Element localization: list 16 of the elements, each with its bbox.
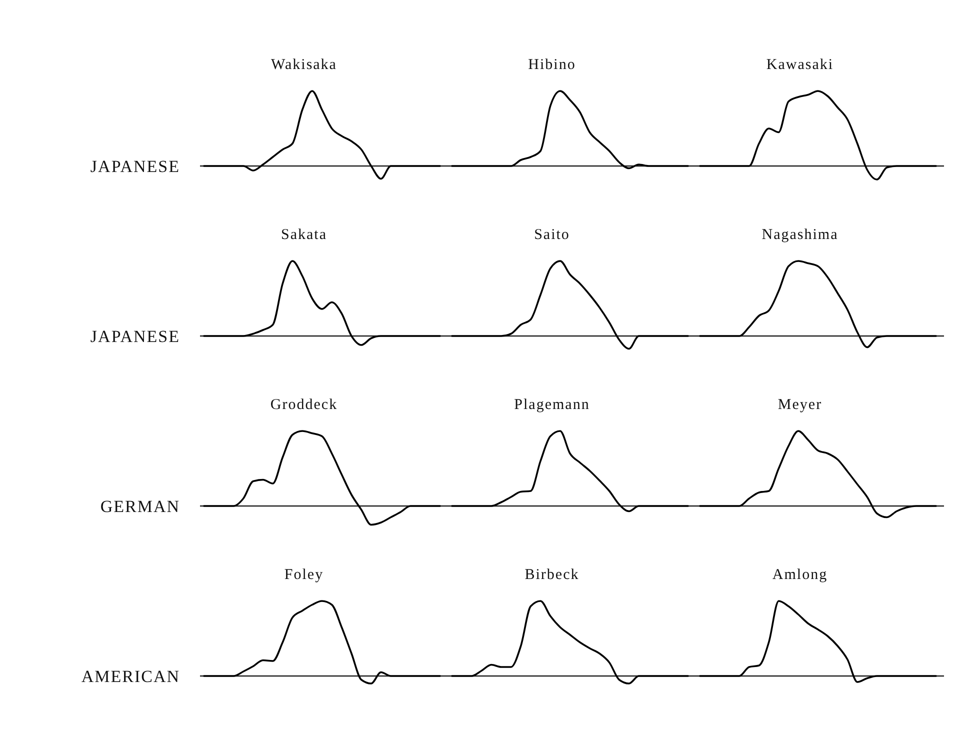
chart-title: Amlong [772,567,828,583]
chart-title: Foley [284,567,324,583]
chart-title: Wakisaka [271,57,337,73]
chart-title: Plagemann [514,397,590,413]
chart-title: Saito [534,227,570,243]
y-axis-title: GERMAN [100,497,180,516]
chart-title: Hibino [528,57,576,73]
chart-title: Nagashima [762,227,838,243]
y-axis-title: JAPANESE [90,157,180,176]
chart-title: Sakata [281,227,327,243]
chart-title: Groddeck [270,397,338,413]
chart-title: Meyer [778,397,822,413]
y-axis-title: AMERICAN [81,667,180,686]
chart-title: Birbeck [524,567,580,583]
chart-title: Kawasaki [766,57,834,73]
y-axis-title: JAPANESE [90,327,180,346]
